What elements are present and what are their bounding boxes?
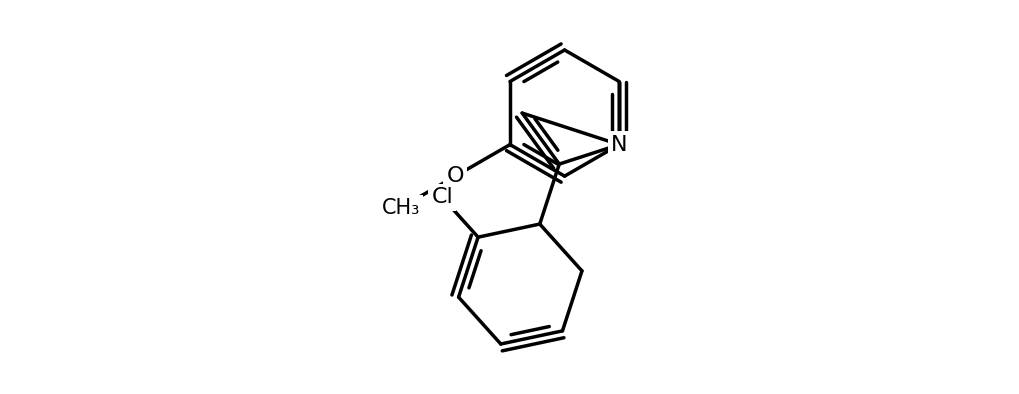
Text: Cl: Cl <box>431 187 452 207</box>
Text: O: O <box>446 166 464 186</box>
Text: N: N <box>610 135 627 154</box>
Text: CH₃: CH₃ <box>381 198 420 217</box>
Text: N: N <box>610 135 627 154</box>
